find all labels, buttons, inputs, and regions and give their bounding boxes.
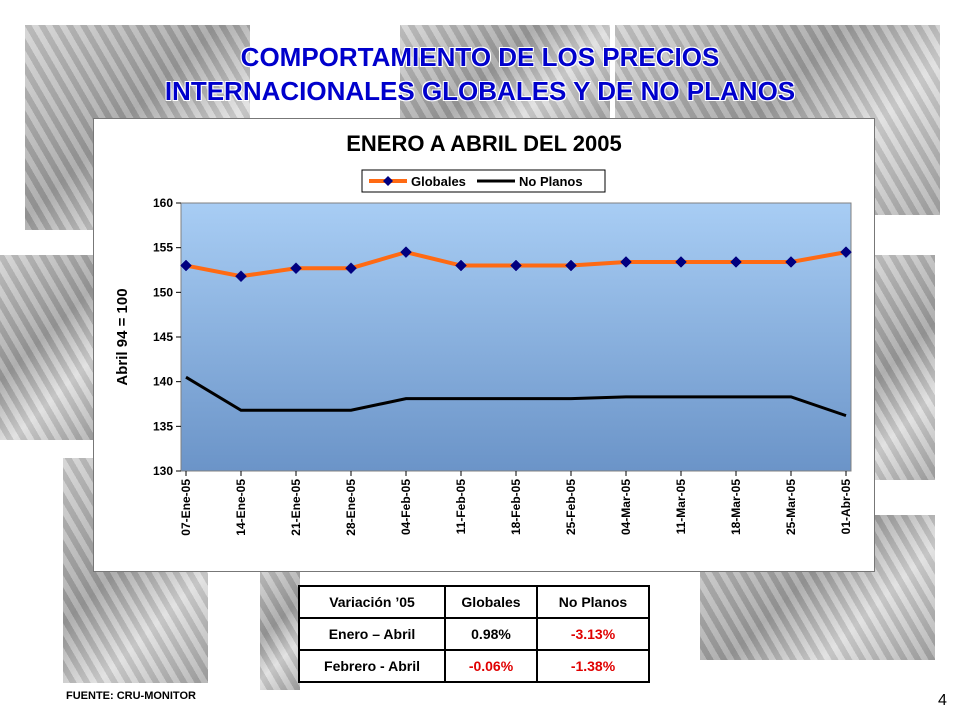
series-line-no-planos <box>185 375 847 418</box>
x-tick-label: 07-Ene-05 <box>179 479 193 536</box>
data-point-globales <box>675 256 687 268</box>
plot-area <box>180 202 852 472</box>
x-tick-label: 28-Ene-05 <box>344 479 358 536</box>
chart-title: ENERO A ABRIL DEL 2005 <box>346 131 621 156</box>
row-globales-value: 0.98% <box>444 617 538 651</box>
y-tick-label: 150 <box>153 285 173 299</box>
data-point-globales <box>565 259 577 272</box>
y-tick-label: 130 <box>153 464 173 478</box>
x-tick-label: 11-Feb-05 <box>454 479 468 535</box>
header-no-planos: No Planos <box>536 585 650 619</box>
x-tick-label: 14-Ene-05 <box>234 479 248 536</box>
x-tick-label: 18-Feb-05 <box>509 479 523 535</box>
chart-series <box>180 246 852 418</box>
data-point-globales <box>345 262 357 275</box>
table-header-row: Variación ’05 Globales No Planos <box>298 585 650 619</box>
x-tick-label: 04-Feb-05 <box>399 479 413 535</box>
x-tick-label: 11-Mar-05 <box>674 479 688 535</box>
chart-container: ENERO A ABRIL DEL 2005 Globales No Planos… <box>93 118 875 572</box>
y-tick-label: 145 <box>153 330 173 344</box>
slide-title: COMPORTAMIENTO DE LOS PRECIOS INTERNACIO… <box>0 40 960 108</box>
data-point-globales <box>180 259 192 272</box>
x-tick-label: 25-Feb-05 <box>564 479 578 535</box>
source-note: FUENTE: CRU-MONITOR <box>66 690 196 702</box>
data-point-globales <box>840 246 852 258</box>
background-photo-mid-right <box>873 255 935 480</box>
data-point-globales <box>400 246 412 258</box>
y-tick-label: 135 <box>153 419 173 433</box>
title-line-2: INTERNACIONALES GLOBALES Y DE NO PLANOS <box>164 76 796 106</box>
legend-label-no-planos: No Planos <box>519 174 583 189</box>
y-tick-label: 160 <box>153 196 173 210</box>
table-row: Enero – Abril 0.98% -3.13% <box>298 617 650 651</box>
data-point-globales <box>290 262 302 275</box>
x-tick-label: 25-Mar-05 <box>784 479 798 535</box>
legend-marker-globales <box>383 176 393 186</box>
header-variation: Variación ’05 <box>298 585 446 619</box>
title-line-1: COMPORTAMIENTO DE LOS PRECIOS <box>240 42 720 72</box>
data-point-globales <box>620 256 632 268</box>
table-row: Febrero - Abril -0.06% -1.38% <box>298 649 650 683</box>
data-point-globales <box>510 259 522 272</box>
y-tick-label: 140 <box>153 375 173 389</box>
y-tick-label: 155 <box>153 241 173 255</box>
row-no-planos-value: -1.38% <box>536 649 650 683</box>
chart-axes: 130 135 140 145 150 155 160 07-Ene-05 14-Ene-05 2… <box>153 196 853 536</box>
row-no-planos-value: -3.13% <box>536 617 650 651</box>
data-point-globales <box>235 270 247 283</box>
variation-table: Variación ’05 Globales No Planos Enero –… <box>298 585 650 683</box>
row-label: Febrero - Abril <box>298 649 446 683</box>
x-tick-label: 21-Ene-05 <box>289 479 303 536</box>
x-tick-label: 04-Mar-05 <box>619 479 633 535</box>
row-globales-value: -0.06% <box>444 649 538 683</box>
header-globales: Globales <box>444 585 538 619</box>
y-axis-label: Abril 94 = 100 <box>114 288 131 385</box>
line-chart: ENERO A ABRIL DEL 2005 Globales No Planos… <box>114 131 853 536</box>
background-photo-mid-left <box>0 255 95 440</box>
variation-table-container: Variación ’05 Globales No Planos Enero –… <box>298 585 650 683</box>
page-number: 4 <box>938 692 947 709</box>
data-point-globales <box>455 259 467 272</box>
background-photo-top-center <box>400 25 610 120</box>
chart-legend: Globales No Planos <box>361 169 606 193</box>
x-tick-label: 01-Abr-05 <box>839 479 853 535</box>
legend-label-globales: Globales <box>411 174 466 189</box>
background-photo-bottom-center <box>260 565 300 690</box>
row-label: Enero – Abril <box>298 617 446 651</box>
data-point-globales <box>785 256 797 268</box>
x-tick-label: 18-Mar-05 <box>729 479 743 535</box>
data-point-globales <box>730 256 742 268</box>
